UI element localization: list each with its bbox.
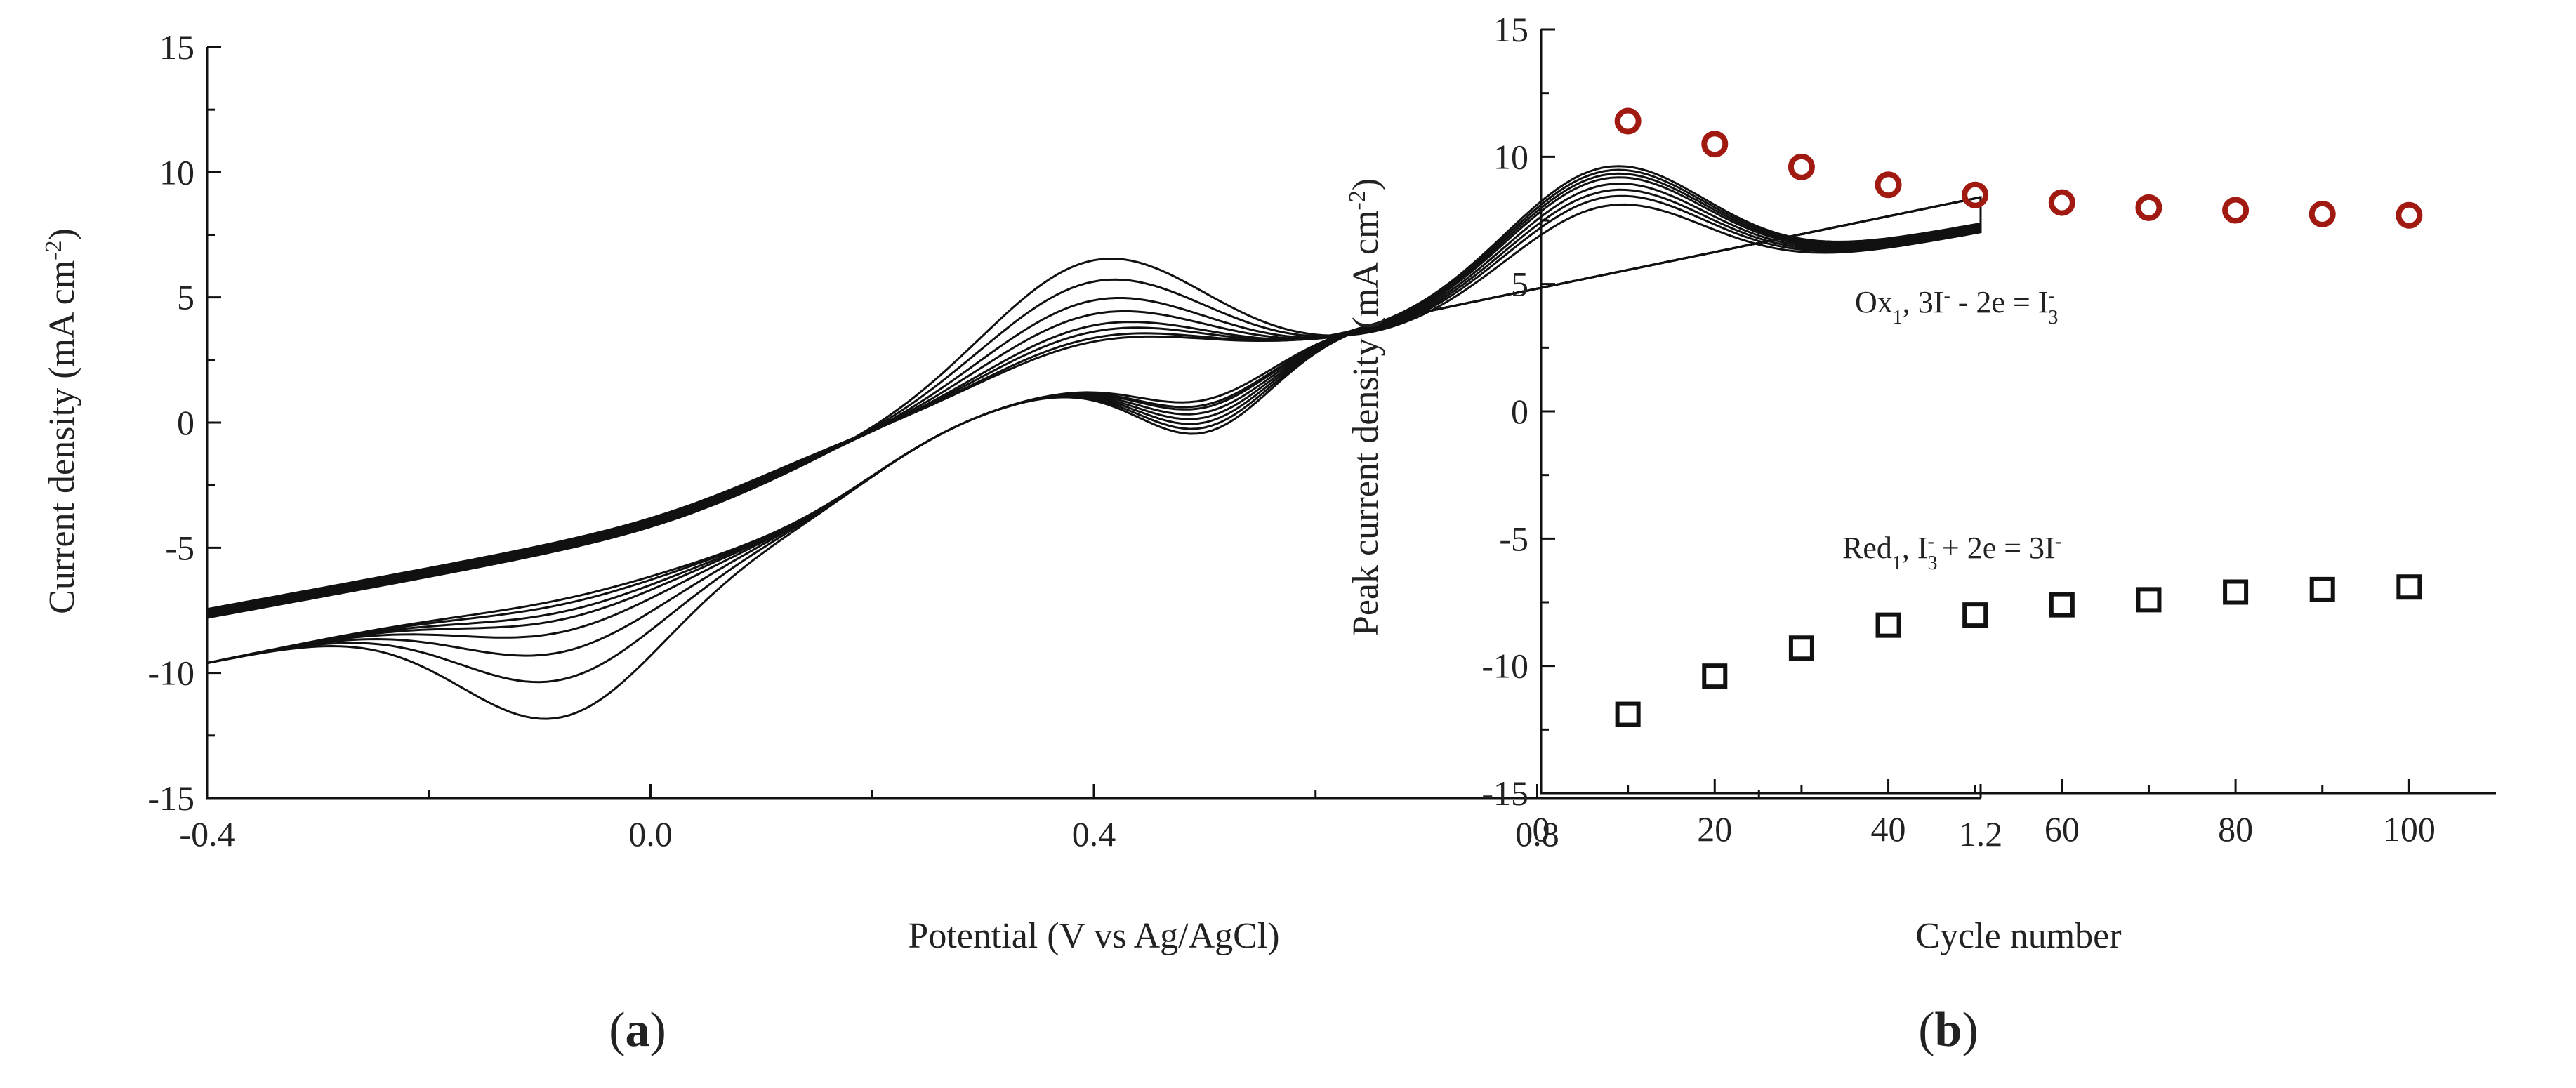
panel-b-y-tick-label: -5 [1499, 519, 1528, 558]
panel-b-x-tick-label: 60 [2045, 809, 2080, 849]
ox1-data-point [1788, 153, 1815, 180]
panel-b-x-axis-title: Cycle number [1915, 916, 2121, 956]
panel-a-label: (a) [609, 1003, 666, 1057]
ox1-data-point [2135, 194, 2162, 221]
panel-a-x-tick-label: 0.4 [1072, 814, 1116, 854]
panel-a-cyclic-voltammogram: -15 -10 -5 0 5 10 15 -0.4 0.0 0.4 0.8 1.2 Potential… [41, 27, 2003, 1057]
panel-b-plot-frame [1540, 29, 2496, 795]
panel-b-x-tick-label: 100 [2383, 809, 2436, 849]
panel-a-y-tick-label: 10 [159, 152, 194, 192]
ox1-annotation: Ox1, 3I- - 2e = I3- [1855, 285, 2058, 329]
panel-b-label: (b) [1918, 1003, 1979, 1057]
cv-cycle-curve [206, 168, 1982, 665]
cv-cycle-curve [206, 176, 1982, 665]
panel-a-x-tick-label: 0.8 [1515, 814, 1559, 854]
cv-cycle-curve [206, 194, 1982, 684]
panel-a-x-axis-title: Potential (V vs Ag/AgCl) [908, 916, 1279, 956]
panel-a-ticks: -15 -10 -5 0 5 10 15 -0.4 0.0 0.4 0.8 1.2 [147, 27, 2002, 854]
panel-b-peak-current-vs-cycle: -15 -10 -5 0 5 10 15 0 20 40 60 80 100 Ox1, 3I- - 2e… [1345, 10, 2496, 1057]
red1-data-point [1615, 701, 1641, 727]
panel-b-y-tick-label: 0 [1511, 392, 1528, 431]
cv-cycle-curve [206, 196, 1982, 720]
panel-a-y-tick-label: -10 [147, 654, 194, 693]
cv-cycle-curve [206, 172, 1982, 665]
cv-cycle-curve [206, 182, 1982, 665]
ox1-data-point [1614, 107, 1642, 135]
ox1-data-point [2222, 197, 2250, 224]
red1-data-point [2136, 587, 2162, 613]
panel-b-x-tick-label: 0 [1533, 809, 1550, 849]
red1-data-point [2309, 576, 2335, 602]
panel-a-x-tick-label: 1.2 [1959, 814, 2003, 854]
panel-b-y-tick-label: 15 [1493, 10, 1528, 49]
panel-a-x-tick-label: 0.0 [628, 814, 673, 854]
red1-data-point [1962, 602, 1988, 628]
red1-annotation: Red1, I3- + 2e = 3I- [1842, 531, 2061, 574]
panel-b-x-tick-label: 20 [1697, 809, 1732, 849]
panel-a-y-tick-label: -15 [147, 778, 194, 818]
red1-data-point [2396, 574, 2422, 600]
panel-a-x-tick-label: -0.4 [179, 814, 235, 854]
panel-b-y-tick-label: 5 [1511, 265, 1528, 304]
panel-b-x-tick-label: 80 [2218, 809, 2253, 849]
red1-data-point [1788, 635, 1814, 661]
red1-data-point [1875, 612, 1901, 638]
panel-a-y-tick-label: -5 [165, 528, 194, 567]
panel-b-y-tick-label: 10 [1493, 137, 1528, 176]
ox1-data-point [2309, 200, 2336, 227]
panel-b-y-axis-title: Peak current density (mA cm-2) [1345, 178, 1387, 636]
red1-data-point [2223, 579, 2249, 605]
panel-b-data-points [1614, 107, 2423, 727]
red1-data-point [1702, 663, 1728, 689]
ox1-data-point [1962, 181, 1989, 208]
panel-b-x-tick-label: 40 [1871, 809, 1906, 849]
panel-b-y-tick-label: -15 [1481, 774, 1528, 813]
ox1-data-point [1701, 131, 1729, 158]
ox1-data-point [2048, 189, 2075, 216]
cv-cycle-curve [206, 165, 1982, 665]
panel-b-y-tick-label: -10 [1481, 646, 1528, 686]
panel-a-y-tick-label: 5 [177, 278, 194, 317]
panel-b-ticks: -15 -10 -5 0 5 10 15 0 20 40 60 80 100 [1481, 10, 2436, 849]
panel-a-y-axis-title: Current density (mA cm-2) [41, 228, 83, 614]
ox1-data-point [2396, 201, 2423, 229]
cv-curves-group [206, 165, 1982, 720]
red1-data-point [2049, 592, 2075, 618]
panel-a-y-tick-label: 0 [177, 403, 194, 442]
panel-a-y-tick-label: 15 [159, 27, 194, 67]
ox1-data-point [1875, 171, 1902, 199]
